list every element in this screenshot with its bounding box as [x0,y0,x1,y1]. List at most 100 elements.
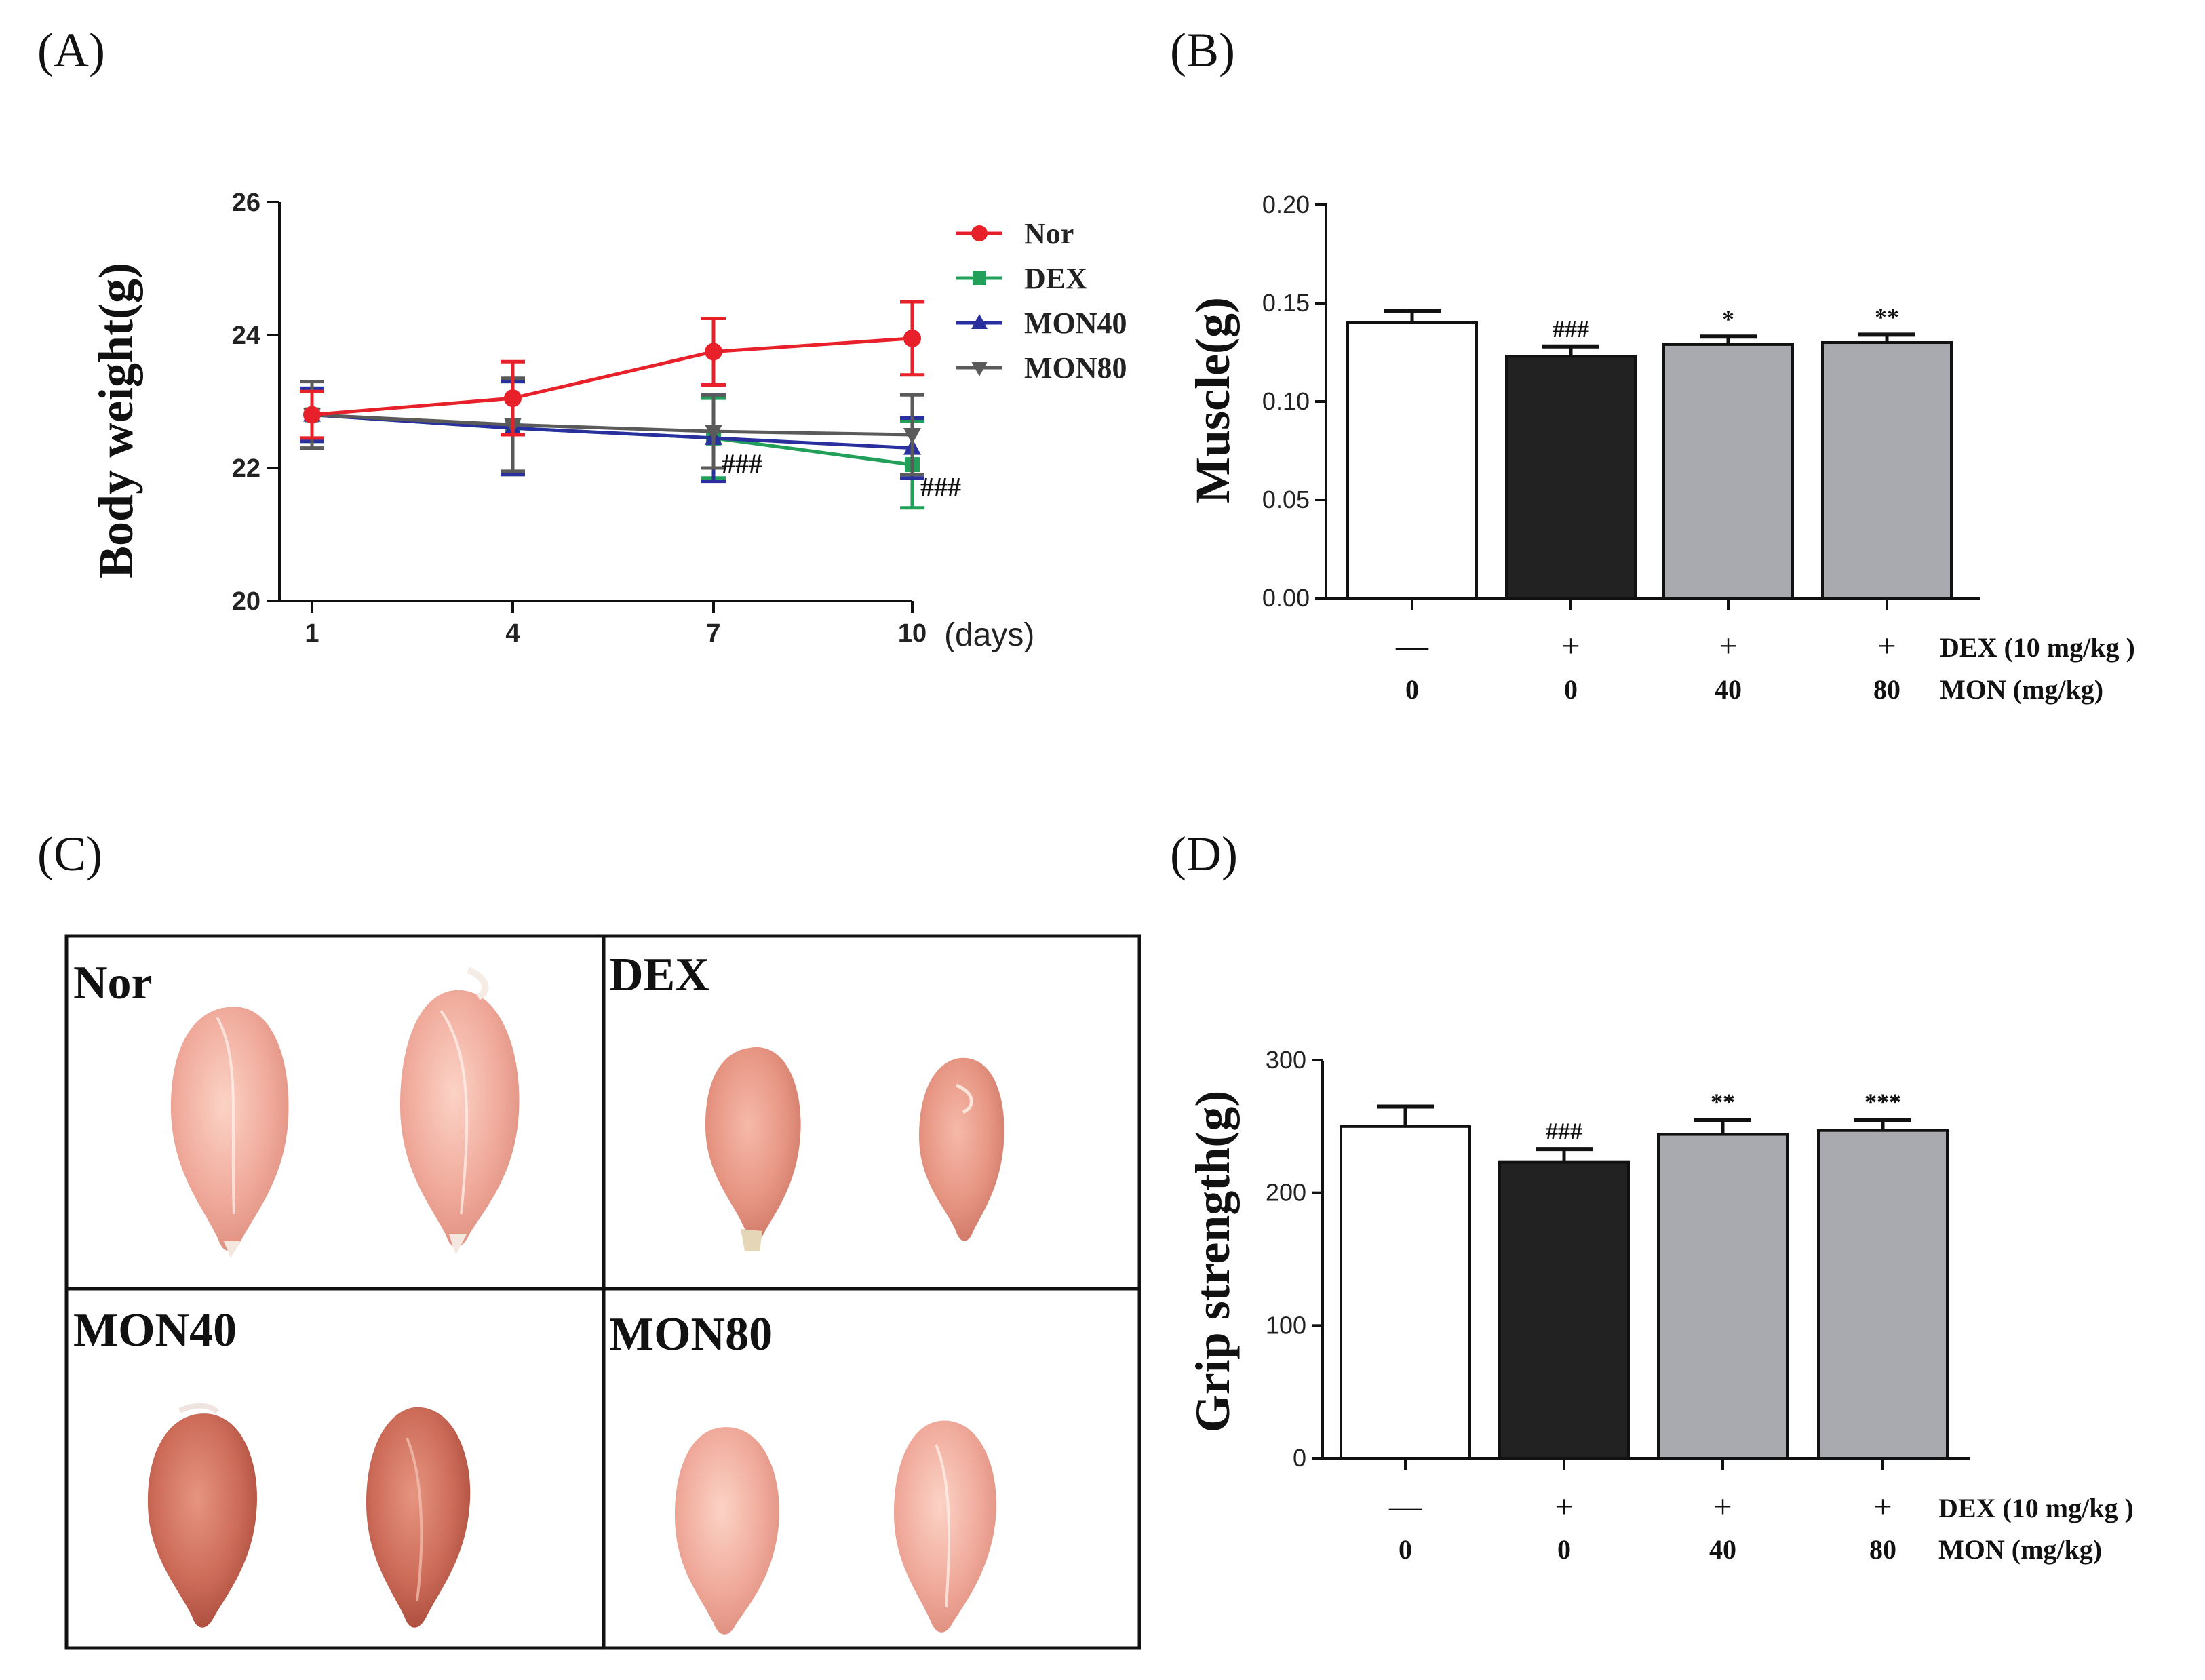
muscle-weight-chart: 0.000.050.100.150.20 ### * ** Muscle(g) —0… [1186,191,2135,705]
dex-row-label: DEX (10 mg/kg ) [1940,632,2135,663]
x-tick-label: 7 [706,619,720,648]
significance-label: ### [1553,315,1589,343]
legend-item-mon80: MON80 [956,351,1127,385]
significance-label: ### [722,448,762,479]
data-point [705,425,722,442]
bar-control [1346,321,1478,600]
panel-label-b: (B) [1170,23,1235,77]
x-tick-label: 1 [305,619,319,648]
y-tick-label: 0.10 [1262,387,1310,415]
series-line [311,413,913,437]
y-tick-label: 0.20 [1262,191,1310,218]
dex-indicator: — [1395,628,1429,664]
bar-dex [1498,1160,1630,1460]
bar-dex [1505,355,1637,600]
bar-mon40 [1662,343,1794,600]
significance-label: ** [1711,1089,1735,1116]
y-tick-label: 0.05 [1262,486,1310,513]
bar-mon40 [1657,1133,1789,1460]
legend-item-mon40: MON40 [956,307,1127,340]
photo-label-nor: Nor [73,957,153,1009]
significance-label: ** [1875,303,1899,330]
muscle-photo-mon80-right [894,1420,996,1633]
dex-indicator: — [1388,1489,1422,1525]
data-point [903,428,921,444]
dex-indicator: + [1713,1489,1732,1525]
legend-marker [971,362,988,376]
panel-label-d: (D) [1170,827,1238,881]
body-weight-chart: 20 22 24 26 1 4 7 10 ### ### (days) Body weight… [89,189,1127,653]
legend-label: MON80 [1024,351,1127,385]
series-mon80 [300,376,924,477]
series-mon40 [300,380,924,484]
bar-mon80 [1821,341,1953,600]
muscle-photo-dex-right [919,1057,1004,1241]
panel-label-c: (C) [37,827,102,881]
dex-indicator: + [1877,628,1896,664]
y-tick-label: 0.00 [1262,584,1310,612]
mon-dose: 0 [1405,674,1419,705]
dex-indicator: + [1555,1489,1573,1525]
y-tick-label: 100 [1266,1311,1306,1339]
y-tick-label: 22 [232,454,260,483]
data-point [903,329,921,347]
legend-marker [971,225,988,241]
muscle-photo-nor-right [400,966,520,1255]
dex-indicator: + [1719,628,1737,664]
series-line [311,336,913,417]
muscle-photo-nor-left [170,1007,289,1258]
photo-label-dex: DEX [609,949,709,1001]
muscle-photo-mon40-right [366,1407,471,1628]
y-tick-label: 26 [232,189,260,217]
mon-row-label: MON (mg/kg) [1938,1534,2102,1565]
x-tick-label: 10 [898,619,926,648]
muscle-photo-mon40-left [147,1403,257,1628]
legend-marker [973,271,986,285]
mon-dose: 0 [1399,1534,1412,1565]
bar-control [1340,1125,1471,1460]
y-axis-title: Body weight(g) [89,262,143,579]
panel-label-a: (A) [37,23,105,77]
y-axis-title: Muscle(g) [1186,297,1240,503]
legend-item-dex: DEX [956,262,1087,295]
x-axis-unit-label: (days) [944,617,1034,653]
y-tick-label: 0 [1293,1444,1306,1472]
mon-dose: 40 [1715,674,1742,705]
legend-label: MON40 [1024,307,1127,340]
mon-dose: 80 [1869,1534,1896,1565]
series-nor [300,300,924,440]
significance-label: ### [1546,1118,1582,1145]
muscle-photo-grid: Nor DEX MON40 MON80 [64,934,1141,1650]
dex-indicator: + [1561,628,1580,664]
legend-label: Nor [1024,217,1074,250]
legend-label: DEX [1024,262,1087,295]
data-point [504,389,522,408]
data-point [303,406,321,424]
bar-mon80 [1817,1129,1949,1460]
y-tick-label: 24 [232,321,260,350]
mon-dose: 40 [1709,1534,1736,1565]
muscle-photo-mon80-left [675,1427,779,1635]
significance-label: * [1722,305,1734,332]
dex-indicator: + [1873,1489,1892,1525]
y-tick-label: 20 [232,587,260,616]
mon-row-label: MON (mg/kg) [1940,674,2103,705]
photo-label-mon80: MON80 [609,1308,773,1361]
mon-dose: 0 [1557,1534,1571,1565]
legend-item-nor: Nor [956,217,1074,250]
y-tick-label: 0.15 [1262,289,1310,317]
y-tick-label: 200 [1266,1179,1306,1207]
significance-label: ### [920,471,961,502]
significance-label: *** [1865,1089,1901,1116]
photo-label-mon40: MON40 [73,1304,237,1356]
dex-row-label: DEX (10 mg/kg ) [1938,1493,2134,1523]
legend-marker [971,314,988,329]
mon-dose: 80 [1873,674,1900,705]
x-tick-label: 4 [505,619,520,648]
data-point [705,343,722,361]
y-axis-title: Grip strength(g) [1186,1091,1240,1433]
y-tick-label: 300 [1266,1046,1306,1074]
mon-dose: 0 [1564,674,1578,705]
